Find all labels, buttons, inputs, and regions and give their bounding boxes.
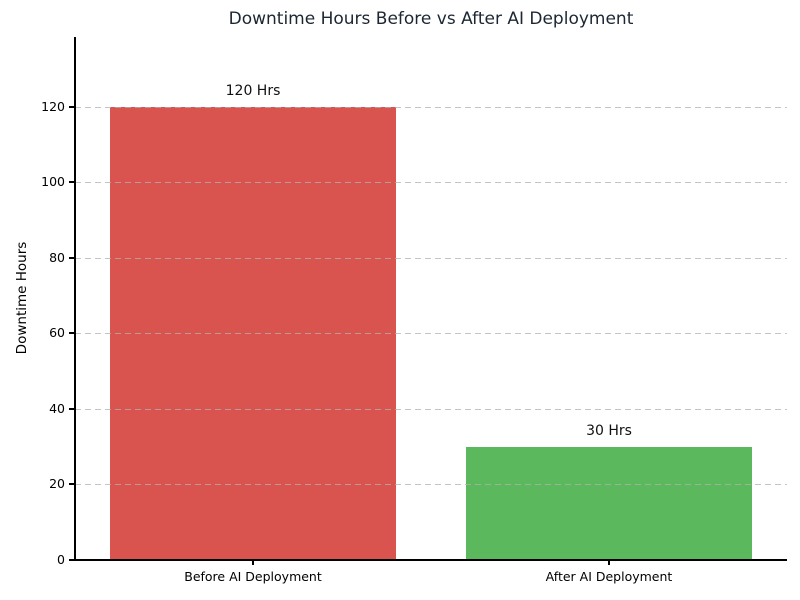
- y-tick-label: 20: [49, 476, 65, 492]
- gridline-60: [75, 333, 787, 335]
- gridline-100: [75, 182, 787, 184]
- y-axis-line: [74, 37, 76, 560]
- chart-title: Downtime Hours Before vs After AI Deploy…: [228, 9, 634, 29]
- bar-value-label: 120 Hrs: [225, 82, 281, 99]
- y-tick-mark: [69, 332, 75, 335]
- y-tick-label: 100: [41, 174, 65, 190]
- y-tick-label: 0: [57, 551, 65, 567]
- gridline-80: [75, 257, 787, 259]
- bar-value-label: 30 Hrs: [586, 422, 632, 439]
- y-tick-label: 80: [49, 249, 65, 265]
- x-tick-mark: [252, 560, 254, 565]
- gridline-40: [75, 408, 787, 410]
- bar-1: [465, 446, 753, 560]
- x-axis-line: [74, 559, 787, 561]
- y-tick-mark: [69, 181, 75, 184]
- y-tick-mark: [69, 407, 75, 410]
- y-tick-label: 60: [49, 325, 65, 341]
- x-tick-label: After AI Deployment: [545, 569, 673, 584]
- y-tick-label: 120: [41, 98, 65, 114]
- y-tick-mark: [69, 105, 75, 108]
- y-tick-mark: [69, 483, 75, 486]
- x-tick-label: Before AI Deployment: [184, 569, 322, 584]
- gridline-120: [75, 106, 787, 108]
- x-tick-mark: [608, 560, 610, 565]
- gridline-20: [75, 484, 787, 486]
- y-tick-label: 40: [49, 400, 65, 416]
- y-axis-label: Downtime Hours: [14, 241, 30, 355]
- y-tick-mark: [69, 559, 75, 561]
- y-tick-mark: [69, 256, 75, 259]
- plot-area: 0 20 40 60 80 100 120 120 Hrs Before AI Deployme…: [41, 37, 787, 584]
